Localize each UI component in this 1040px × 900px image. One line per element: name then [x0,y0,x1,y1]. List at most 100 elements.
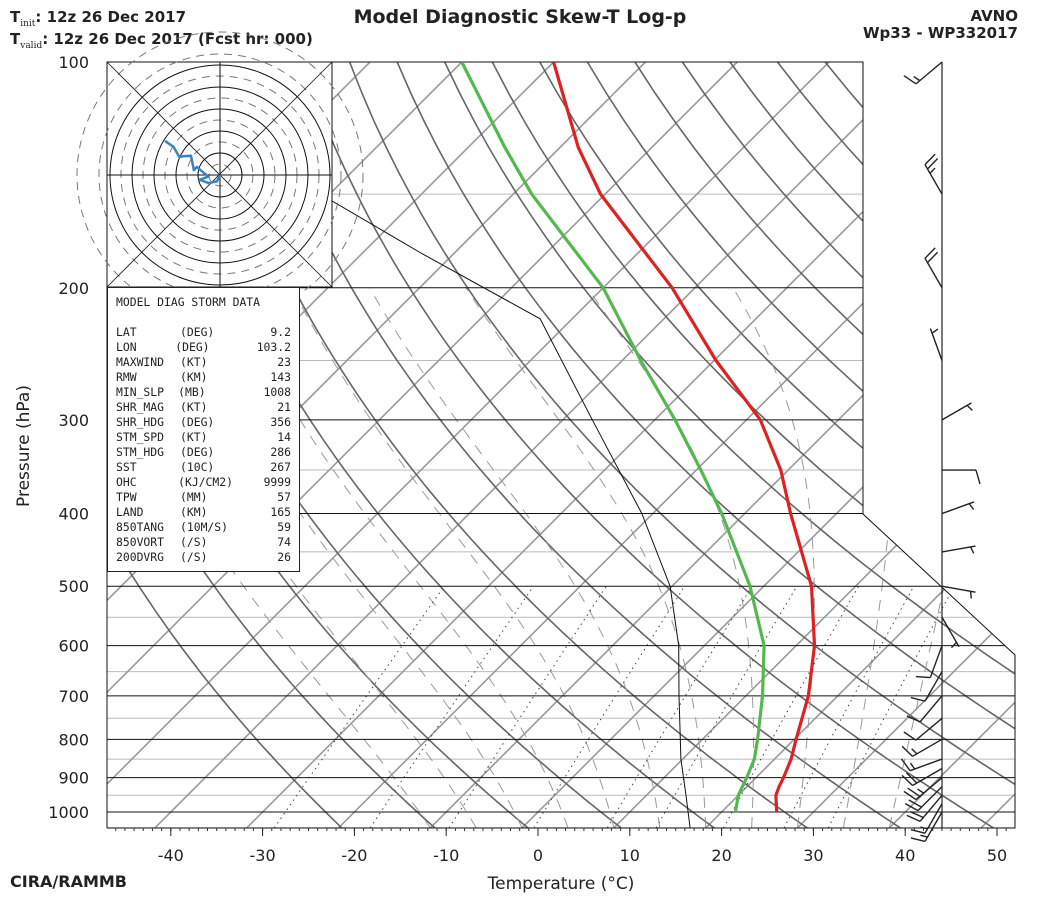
storm-data-row: SHR_HDG (DEG) 356 [116,415,291,430]
barb-staff [941,616,960,648]
barb-flag [926,251,939,264]
moist-adiabat [586,287,755,828]
y-tick-label: 500 [58,577,89,596]
isotherm [154,62,922,828]
dry-adiabat [919,62,1015,828]
barb-half-flag [920,826,928,830]
y-tick-label: 400 [58,505,89,524]
moist-adiabat [291,287,615,828]
barb-staff [924,164,943,195]
x-tick-label: 40 [895,846,915,865]
wind-barb [941,402,973,421]
wind-barb [904,786,943,812]
tinit-value: : 12z 26 Dec 2017 [35,8,187,26]
storm-data-value: 267 [270,460,291,474]
y-tick-label: 200 [58,279,89,298]
storm-data-key: MIN_SLP [116,385,165,399]
temperature-line [552,62,817,813]
y-tick-label: 100 [58,53,89,72]
storm-data-row: STM_SPD (KT) 14 [116,430,291,445]
storm-data-row: MAXWIND (KT) 23 [116,355,291,370]
storm-id: Wp33 - WP332017 [863,24,1018,42]
dry-adiabat [681,62,1015,828]
barb-flag [903,790,917,801]
y-tick-label: 600 [58,637,89,656]
storm-data-key: 850VORT [116,535,165,549]
wind-barb [941,616,960,649]
barb-flag [910,828,926,834]
barb-flag [924,153,936,166]
storm-data-value: 9.2 [270,325,291,339]
wind-barb [941,501,975,515]
barb-flag [975,469,981,485]
barb-staff [915,61,943,85]
storm-data-row: SST (10C) 267 [116,460,291,475]
storm-data-key: OHC [116,475,137,489]
storm-data-row: 200DVRG (/S) 26 [116,550,291,565]
storm-data-key: 200DVRG [116,550,165,564]
storm-data-row: LAT (DEG) 9.2 [116,325,291,340]
storm-data-unit: (DEG) [175,340,210,354]
barb-half-flag [931,328,939,334]
storm-data-key: SST [116,460,137,474]
barb-flag [903,75,917,85]
storm-data-value: 286 [270,445,291,459]
storm-data-value: 21 [277,400,291,414]
storm-data-row: TPW (MM) 57 [116,490,291,505]
mixing-ratio-line [783,585,915,828]
wind-barb [915,645,943,679]
dewpoint-line [460,62,766,813]
storm-data-value: 26 [277,550,291,564]
barb-half-flag [969,546,975,554]
barb-flag [909,810,924,819]
storm-data-unit: (MM) [180,490,208,504]
tvalid-subscript: valid [20,41,43,51]
isotherm [107,62,830,828]
wind-barb [910,803,943,834]
barb-half-flag [920,834,928,838]
y-tick-label: 1000 [48,803,89,822]
barb-flag [901,774,914,787]
barb-staff [929,328,943,361]
barb-flag [910,696,926,702]
storm-data-value: 23 [277,355,291,369]
dry-adiabat [301,62,994,828]
storm-data-row: SHR_MAG (KT) 21 [116,400,291,415]
isotherm [705,62,1015,828]
storm-data-row: OHC (KJ/CM2) 9999 [116,475,291,490]
storm-data-rows: LAT (DEG) 9.2 LON (DEG) 103.2 MAXWIND (KT) 23 RMW… [116,325,291,565]
storm-data-key: LAND [116,505,144,519]
tvalid-label: Tvalid: 12z 26 Dec 2017 (Fcst hr: 000) [10,30,313,51]
wind-barb [924,153,943,195]
barb-half-flag [966,404,973,411]
dry-adiabat [634,62,1015,828]
isotherm [0,62,3,828]
dry-adiabat [107,62,343,828]
x-tick-label: -40 [158,846,184,865]
moist-adiabat [127,287,477,828]
credit-label: CIRA/RAMMB [10,872,127,891]
wind-barb [910,671,943,702]
barb-flag [906,715,921,723]
dry-adiabat [491,62,1015,828]
storm-data-key: LAT [116,325,137,339]
barb-half-flag [913,75,921,82]
wind-barb [901,738,943,757]
barb-half-flag [950,641,958,649]
isotherm [107,62,738,828]
dry-adiabat [348,62,1015,828]
profile-series [460,62,817,813]
storm-data-value: 103.2 [256,340,291,354]
wind-barb [924,247,943,289]
storm-data-key: TPW [116,490,137,504]
barb-staff [912,738,943,757]
mixing-ratio-line [827,585,955,828]
wind-barb [942,469,981,485]
mixing-ratio-line [533,585,686,828]
storm-data-unit: (KM) [180,370,208,384]
storm-data-title: MODEL DIAG STORM DATA [116,295,261,309]
hodograph [76,31,364,319]
x-tick-label: -20 [341,846,367,865]
barb-staff [941,585,976,593]
barb-staff [909,758,943,772]
